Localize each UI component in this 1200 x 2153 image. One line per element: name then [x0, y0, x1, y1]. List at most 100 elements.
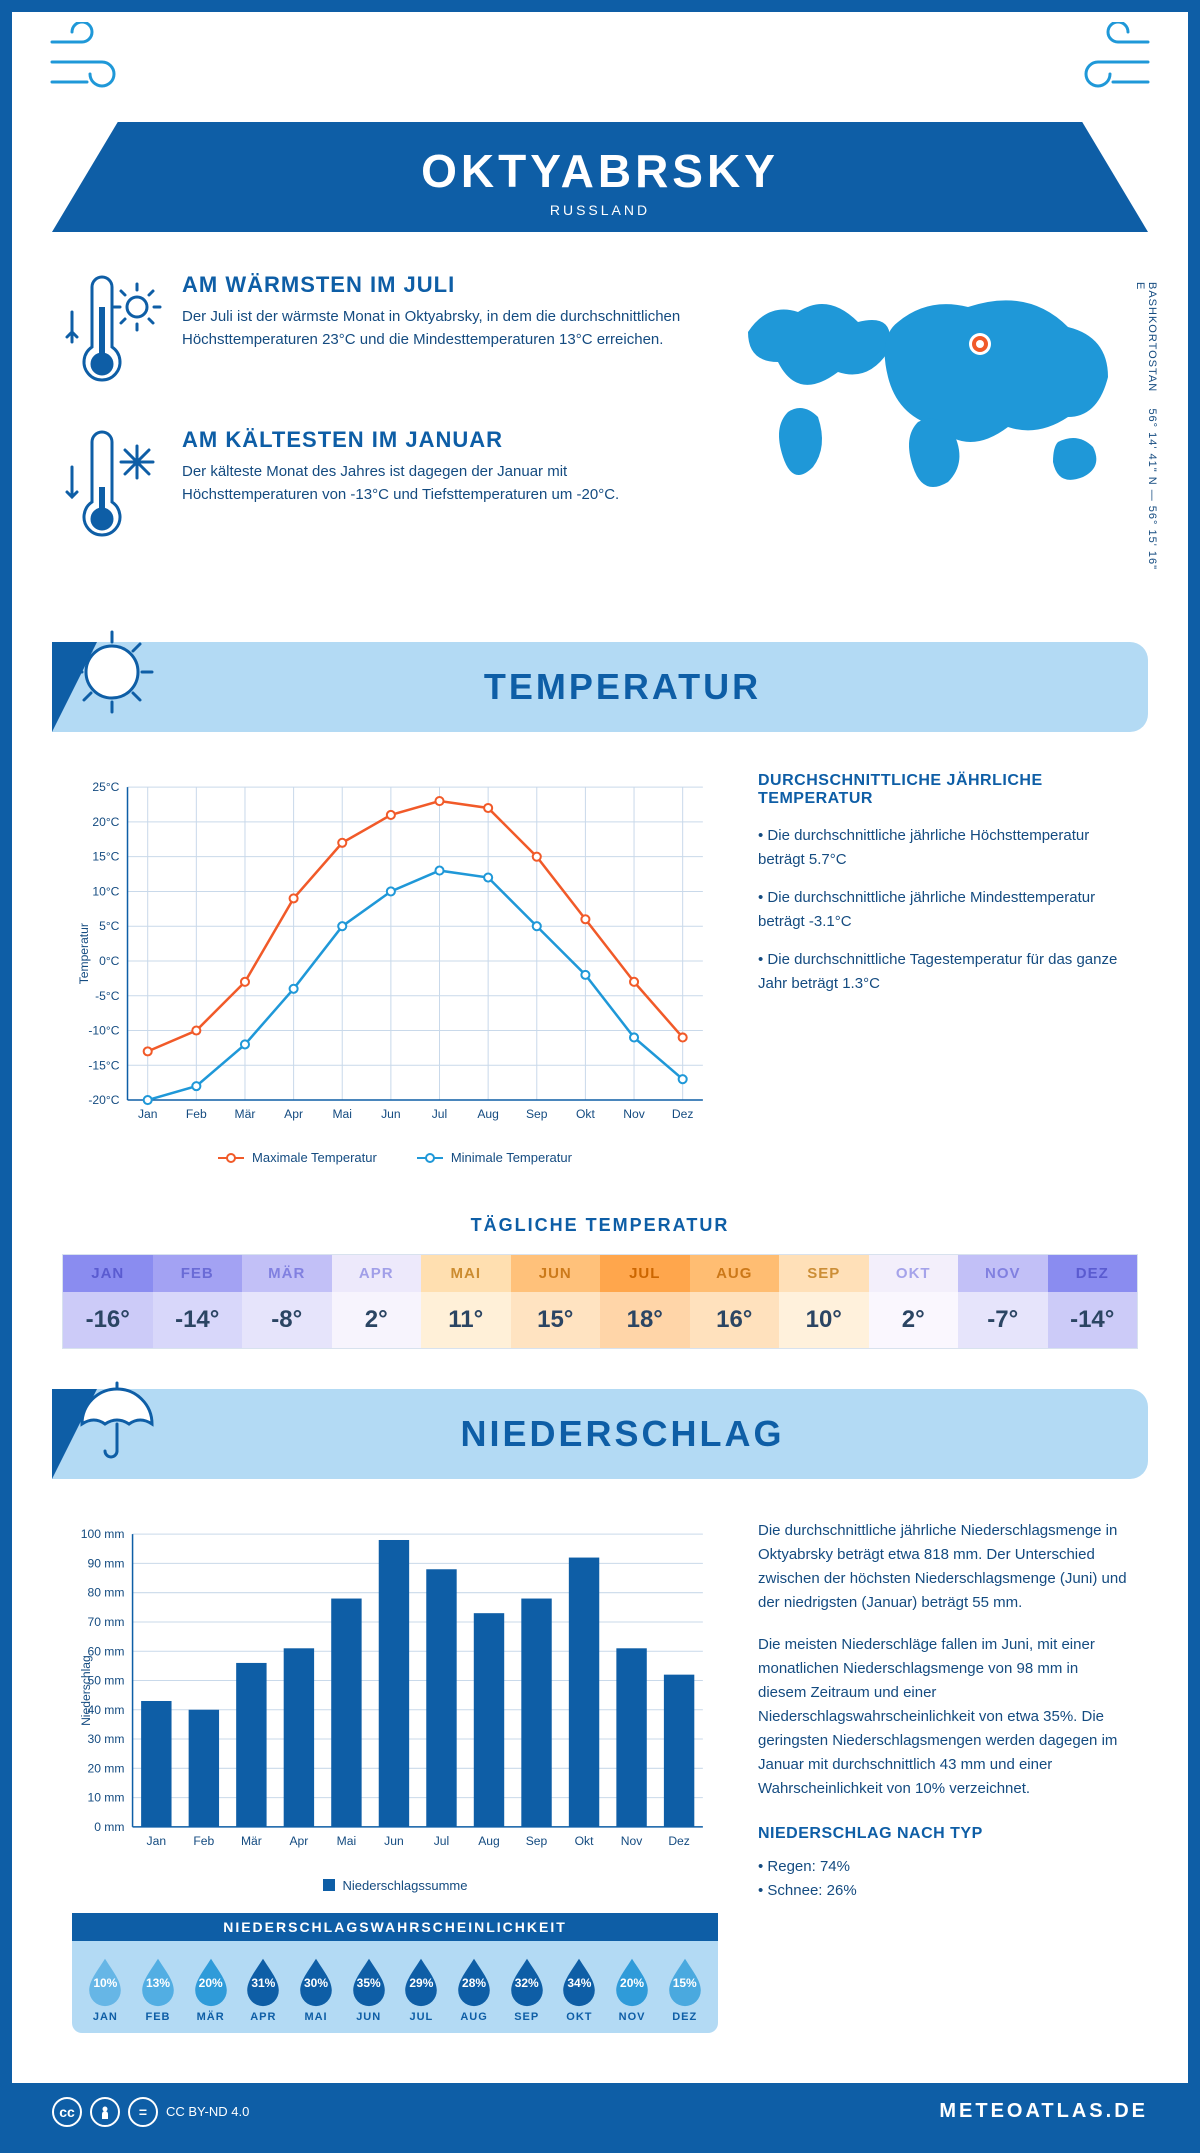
svg-text:100 mm: 100 mm [81, 1528, 125, 1542]
daily-temp-title: TÄGLICHE TEMPERATUR [12, 1215, 1188, 1236]
svg-text:Dez: Dez [672, 1107, 694, 1121]
country-subtitle: RUSSLAND [52, 202, 1148, 218]
svg-text:20 mm: 20 mm [87, 1762, 124, 1776]
prob-cell: 35% JUN [343, 1955, 394, 2023]
svg-text:Okt: Okt [576, 1107, 595, 1121]
coldest-text: Der kälteste Monat des Jahres ist dagege… [182, 461, 688, 506]
svg-text:15°C: 15°C [92, 850, 119, 864]
daily-cell: FEB -14° [153, 1255, 243, 1348]
svg-text:Apr: Apr [284, 1107, 303, 1121]
svg-text:-10°C: -10°C [88, 1024, 119, 1038]
svg-text:Dez: Dez [668, 1834, 690, 1848]
precip-bar-chart: 0 mm10 mm20 mm30 mm40 mm50 mm60 mm70 mm8… [72, 1519, 718, 1862]
precip-title: NIEDERSCHLAG [460, 1413, 784, 1455]
daily-cell: AUG 16° [690, 1255, 780, 1348]
by-icon [90, 2097, 120, 2127]
raindrop-icon: 28% [453, 1955, 495, 2007]
license-badges: cc = CC BY-ND 4.0 [52, 2097, 249, 2127]
temp-text-col: DURCHSCHNITTLICHE JÄHRLICHE TEMPERATUR •… [758, 772, 1128, 1165]
svg-text:Jul: Jul [432, 1107, 447, 1121]
svg-text:Jan: Jan [138, 1107, 158, 1121]
coldest-block: AM KÄLTESTEN IM JANUAR Der kälteste Mona… [62, 427, 688, 552]
prob-cell: 30% MAI [291, 1955, 342, 2023]
precip-type-title: NIEDERSCHLAG NACH TYP [758, 1821, 1128, 1847]
temp-bullet-2: • Die durchschnittliche jährliche Mindes… [758, 886, 1128, 934]
precip-type-1: • Regen: 74% [758, 1855, 1128, 1879]
svg-text:Sep: Sep [526, 1834, 548, 1848]
svg-text:-15°C: -15°C [88, 1058, 119, 1072]
svg-text:0 mm: 0 mm [94, 1820, 124, 1834]
intro-section: AM WÄRMSTEN IM JULI Der Juli ist der wär… [12, 262, 1188, 622]
thermometer-cold-icon [62, 427, 162, 552]
warmest-block: AM WÄRMSTEN IM JULI Der Juli ist der wär… [62, 272, 688, 397]
svg-text:Jan: Jan [147, 1834, 167, 1848]
wind-left-icon [42, 22, 162, 102]
license-text: CC BY-ND 4.0 [166, 2104, 249, 2119]
city-title: OKTYABRSKY [52, 144, 1148, 198]
svg-text:Apr: Apr [289, 1834, 308, 1848]
prob-cell: 31% APR [238, 1955, 289, 2023]
prob-cell: 34% OKT [554, 1955, 605, 2023]
temp-bullet-1: • Die durchschnittliche jährliche Höchst… [758, 824, 1128, 872]
precip-p1: Die durchschnittliche jährliche Niedersc… [758, 1519, 1128, 1615]
temp-bullet-3: • Die durchschnittliche Tagestemperatur … [758, 948, 1128, 996]
prob-cell: 15% DEZ [659, 1955, 710, 2023]
svg-text:Nov: Nov [623, 1107, 645, 1121]
daily-cell: NOV -7° [958, 1255, 1048, 1348]
daily-cell: JUN 15° [511, 1255, 601, 1348]
raindrop-icon: 13% [137, 1955, 179, 2007]
precip-text-col: Die durchschnittliche jährliche Niedersc… [758, 1519, 1128, 2032]
prob-row: 10% JAN 13% FEB 20% MÄR 31% APR [72, 1941, 718, 2033]
raindrop-icon: 20% [190, 1955, 232, 2007]
svg-text:Temperatur: Temperatur [77, 923, 91, 984]
svg-text:Aug: Aug [477, 1107, 499, 1121]
daily-cell: MAI 11° [421, 1255, 511, 1348]
svg-text:10°C: 10°C [92, 884, 119, 898]
svg-text:80 mm: 80 mm [87, 1586, 124, 1600]
precip-legend: Niederschlagssumme [72, 1878, 718, 1893]
svg-text:90 mm: 90 mm [87, 1557, 124, 1571]
raindrop-icon: 10% [84, 1955, 126, 2007]
svg-text:Jun: Jun [384, 1834, 404, 1848]
page: OKTYABRSKY RUSSLAND [0, 0, 1200, 2153]
svg-text:Jul: Jul [434, 1834, 449, 1848]
coldest-title: AM KÄLTESTEN IM JANUAR [182, 427, 688, 453]
temperature-section: -20°C-15°C-10°C-5°C0°C5°C10°C15°C20°C25°… [12, 752, 1188, 1185]
precip-section: 0 mm10 mm20 mm30 mm40 mm50 mm60 mm70 mm8… [12, 1499, 1188, 2052]
nd-icon: = [128, 2097, 158, 2127]
header-row [12, 12, 1188, 102]
svg-text:10 mm: 10 mm [87, 1791, 124, 1805]
precip-type-2: • Schnee: 26% [758, 1879, 1128, 1903]
raindrop-icon: 34% [558, 1955, 600, 2007]
warmest-title: AM WÄRMSTEN IM JULI [182, 272, 688, 298]
raindrop-icon: 20% [611, 1955, 653, 2007]
precip-p2: Die meisten Niederschläge fallen im Juni… [758, 1633, 1128, 1801]
svg-text:5°C: 5°C [99, 919, 120, 933]
svg-text:-20°C: -20°C [88, 1093, 119, 1107]
daily-cell: DEZ -14° [1048, 1255, 1138, 1348]
svg-text:20°C: 20°C [92, 815, 119, 829]
prob-cell: 28% AUG [449, 1955, 500, 2023]
cc-icon: cc [52, 2097, 82, 2127]
svg-text:Okt: Okt [575, 1834, 594, 1848]
prob-cell: 29% JUL [396, 1955, 447, 2023]
svg-text:Mär: Mär [235, 1107, 256, 1121]
svg-text:25°C: 25°C [92, 780, 119, 794]
raindrop-icon: 35% [348, 1955, 390, 2007]
raindrop-icon: 32% [506, 1955, 548, 2007]
daily-temp-grid: JAN -16° FEB -14° MÄR -8° APR 2° MAI 11°… [62, 1254, 1138, 1349]
svg-text:Nov: Nov [621, 1834, 643, 1848]
prob-title: NIEDERSCHLAGSWAHRSCHEINLICHKEIT [72, 1913, 718, 1941]
svg-text:Mär: Mär [241, 1834, 262, 1848]
svg-text:Jun: Jun [381, 1107, 401, 1121]
prob-cell: 10% JAN [80, 1955, 131, 2023]
prob-cell: 20% MÄR [185, 1955, 236, 2023]
prob-cell: 32% SEP [501, 1955, 552, 2023]
prob-cell: 20% NOV [607, 1955, 658, 2023]
svg-text:0°C: 0°C [99, 954, 120, 968]
svg-text:Mai: Mai [332, 1107, 352, 1121]
coords-label: BASHKORTOSTAN 56° 14' 41" N — 56° 15' 16… [1134, 282, 1158, 582]
title-banner: OKTYABRSKY RUSSLAND [52, 122, 1148, 232]
prob-cell: 13% FEB [133, 1955, 184, 2023]
thermometer-hot-icon [62, 272, 162, 397]
